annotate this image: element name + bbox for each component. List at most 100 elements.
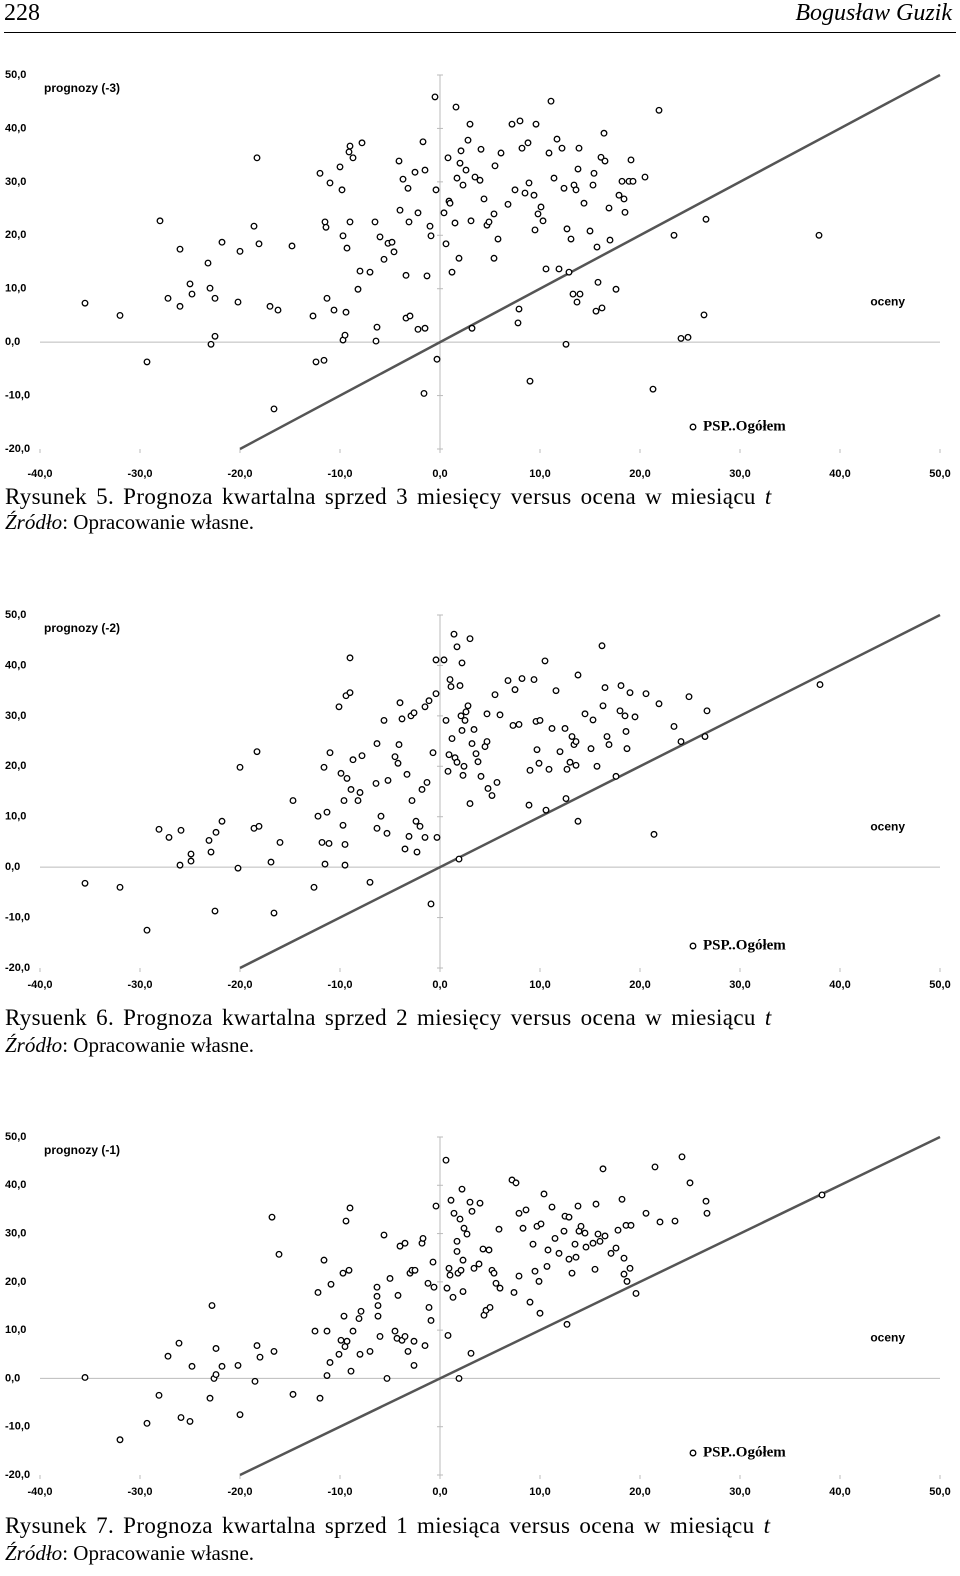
point bbox=[670, 231, 678, 239]
x-tick-label: 0,0 bbox=[432, 468, 447, 480]
point bbox=[612, 1244, 620, 1252]
point bbox=[642, 1209, 650, 1217]
point bbox=[459, 771, 467, 779]
point bbox=[314, 1289, 322, 1296]
point bbox=[116, 311, 124, 319]
point bbox=[593, 762, 601, 770]
point bbox=[366, 878, 374, 886]
point bbox=[81, 1374, 89, 1381]
point bbox=[590, 169, 598, 177]
point bbox=[396, 1242, 404, 1250]
x-tick-label: -30,0 bbox=[127, 979, 152, 991]
point bbox=[416, 822, 424, 830]
point bbox=[456, 159, 464, 167]
point bbox=[621, 712, 629, 720]
point bbox=[572, 186, 580, 194]
point bbox=[372, 337, 380, 345]
point bbox=[678, 1153, 686, 1161]
point bbox=[341, 331, 349, 339]
point bbox=[116, 883, 124, 891]
point bbox=[550, 174, 558, 182]
point bbox=[494, 235, 502, 243]
point bbox=[186, 280, 194, 288]
point bbox=[548, 1203, 556, 1211]
point bbox=[276, 838, 284, 846]
point bbox=[405, 218, 413, 226]
point bbox=[533, 746, 541, 754]
x-tick-label: -30,0 bbox=[127, 468, 152, 480]
x-tick-label: 10,0 bbox=[529, 1486, 550, 1498]
point bbox=[629, 177, 637, 185]
point bbox=[383, 1374, 391, 1382]
point bbox=[685, 693, 693, 701]
point bbox=[471, 173, 479, 181]
point bbox=[569, 290, 577, 298]
point bbox=[457, 1266, 465, 1274]
point bbox=[432, 690, 440, 698]
point bbox=[562, 795, 570, 803]
point bbox=[310, 883, 318, 891]
point bbox=[288, 242, 296, 250]
point bbox=[444, 1332, 452, 1339]
y-tick-label: 10,0 bbox=[5, 1324, 26, 1336]
point bbox=[576, 290, 584, 298]
point bbox=[358, 752, 366, 760]
point bbox=[447, 683, 455, 691]
point bbox=[432, 1202, 440, 1210]
point bbox=[468, 324, 476, 332]
point bbox=[616, 707, 624, 715]
point bbox=[477, 772, 485, 780]
point bbox=[615, 191, 623, 199]
point bbox=[526, 1298, 534, 1306]
y-tick-label: 0,0 bbox=[5, 1372, 20, 1384]
point bbox=[207, 848, 215, 856]
point bbox=[483, 710, 491, 718]
point bbox=[651, 1163, 659, 1171]
point bbox=[589, 181, 597, 189]
point bbox=[419, 138, 427, 146]
point bbox=[618, 177, 626, 185]
point bbox=[395, 741, 403, 749]
point bbox=[462, 708, 470, 716]
point bbox=[207, 340, 215, 348]
point bbox=[366, 268, 374, 276]
point bbox=[512, 1179, 520, 1187]
source-text: : Opracowanie własne. bbox=[62, 1541, 255, 1565]
point bbox=[531, 226, 539, 234]
point bbox=[642, 690, 650, 698]
point bbox=[323, 1327, 331, 1335]
point bbox=[411, 1266, 419, 1274]
point bbox=[380, 255, 388, 263]
point bbox=[188, 1362, 196, 1370]
point bbox=[457, 712, 465, 720]
point bbox=[702, 215, 710, 223]
source-text: : Opracowanie własne. bbox=[62, 1033, 255, 1057]
point bbox=[164, 1352, 172, 1360]
point bbox=[450, 1209, 458, 1217]
point bbox=[330, 306, 338, 314]
point bbox=[457, 147, 465, 155]
point bbox=[251, 1377, 259, 1385]
point bbox=[485, 1246, 493, 1254]
point bbox=[335, 1350, 343, 1358]
point bbox=[818, 1191, 826, 1199]
point bbox=[186, 1417, 194, 1425]
legend-label: PSP..Ogółem bbox=[703, 418, 786, 434]
point bbox=[410, 1337, 418, 1345]
point bbox=[234, 1361, 242, 1369]
point bbox=[560, 184, 568, 192]
x-tick-label: -10,0 bbox=[327, 468, 352, 480]
point bbox=[342, 308, 350, 316]
point bbox=[275, 1250, 283, 1258]
x-tick-label: 20,0 bbox=[629, 979, 650, 991]
point bbox=[622, 728, 630, 735]
y-tick-label: 30,0 bbox=[5, 176, 26, 188]
point bbox=[451, 219, 459, 227]
point bbox=[577, 1222, 585, 1230]
point bbox=[326, 179, 334, 187]
point bbox=[565, 1255, 573, 1263]
point bbox=[253, 154, 261, 162]
point bbox=[420, 389, 428, 397]
source-label: Źródło bbox=[5, 1541, 63, 1565]
point bbox=[504, 677, 512, 685]
